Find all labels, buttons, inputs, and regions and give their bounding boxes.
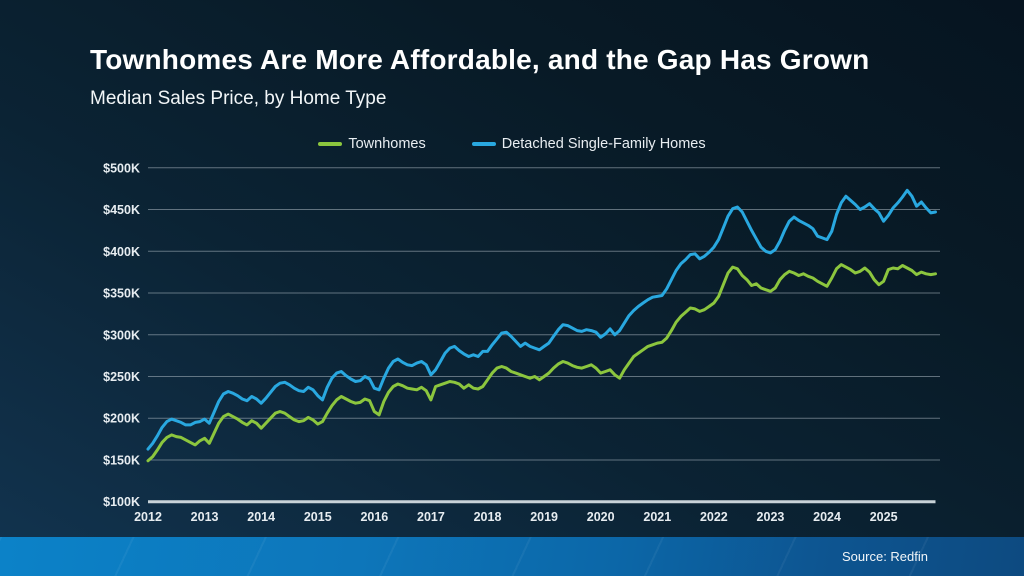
y-tick-label: $450K	[103, 203, 140, 217]
legend-label-townhomes: Townhomes	[348, 136, 426, 152]
legend-item-townhomes: Townhomes	[318, 136, 426, 152]
y-tick-label: $100K	[103, 495, 140, 509]
page-title: Townhomes Are More Affordable, and the G…	[90, 44, 870, 75]
x-tick-label: 2015	[304, 510, 332, 524]
detached-line-swatch-icon	[471, 142, 496, 146]
y-tick-label: $350K	[103, 287, 140, 301]
legend-item-detached: Detached Single-Family Homes	[471, 136, 706, 152]
y-tick-label: $250K	[103, 370, 140, 384]
footer-texture	[0, 537, 1024, 576]
page-subtitle: Median Sales Price, by Home Type	[90, 88, 387, 109]
x-tick-label: 2024	[813, 510, 841, 524]
x-tick-label: 2013	[191, 510, 219, 524]
y-tick-label: $150K	[103, 453, 140, 467]
y-tick-label: $400K	[103, 245, 140, 259]
x-tick-label: 2023	[757, 510, 785, 524]
x-tick-label: 2021	[643, 510, 671, 524]
footer-bar: Source: Redfin	[0, 537, 1024, 576]
x-tick-label: 2019	[530, 510, 558, 524]
source-attribution: Source: Redfin	[842, 549, 928, 564]
x-tick-label: 2017	[417, 510, 445, 524]
y-tick-label: $500K	[103, 161, 140, 175]
townhomes-line-swatch-icon	[318, 142, 343, 146]
y-tick-label: $200K	[103, 412, 140, 426]
x-tick-label: 2025	[870, 510, 898, 524]
x-tick-label: 2020	[587, 510, 615, 524]
series-line-townhomes	[146, 263, 937, 463]
legend-label-detached: Detached Single-Family Homes	[501, 136, 706, 152]
series-line-detached-single-family-homes	[146, 188, 937, 451]
x-tick-label: 2014	[247, 510, 275, 524]
y-tick-label: $300K	[103, 328, 140, 342]
x-tick-label: 2016	[360, 510, 388, 524]
x-tick-label: 2012	[134, 510, 162, 524]
x-tick-label: 2022	[700, 510, 728, 524]
chart-legend: Townhomes Detached Single-Family Homes	[0, 136, 1024, 152]
x-tick-label: 2018	[474, 510, 502, 524]
